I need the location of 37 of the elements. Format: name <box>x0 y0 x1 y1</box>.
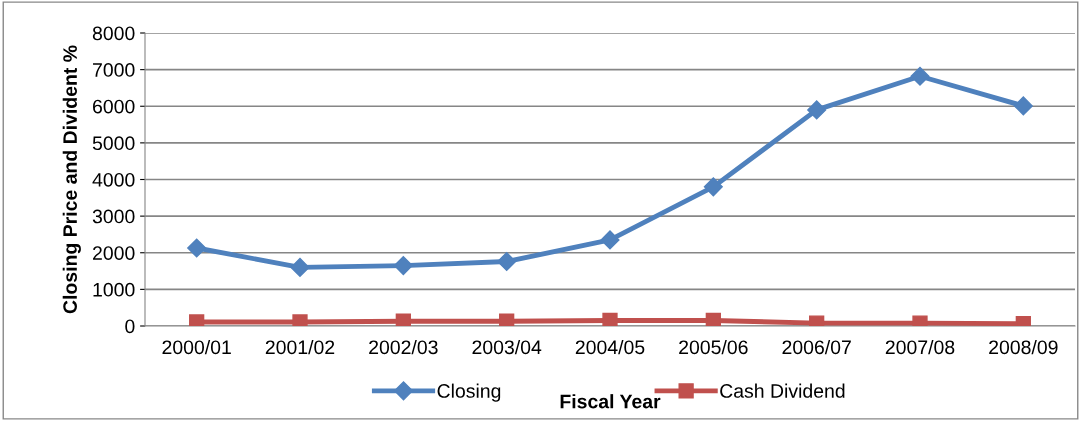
point <box>703 177 723 197</box>
y-axis-title: Closing Price and Divident % <box>62 45 81 314</box>
point <box>290 257 310 277</box>
point <box>187 238 207 258</box>
point <box>705 312 721 326</box>
x-tick-label: 2002/03 <box>369 339 438 355</box>
point <box>910 66 930 86</box>
point <box>1013 96 1033 116</box>
x-tick-label: 2001/02 <box>265 339 335 355</box>
point <box>393 256 413 276</box>
x-tick-label: 2008/09 <box>989 339 1058 355</box>
point <box>497 252 517 272</box>
y-tick-label: 5000 <box>92 136 135 151</box>
x-tick-label: 2003/04 <box>472 339 542 355</box>
point <box>189 314 205 326</box>
x-tick-label: 2005/06 <box>679 339 748 355</box>
point <box>600 230 620 250</box>
x-tick-label: 2006/07 <box>782 339 851 355</box>
point <box>292 314 308 326</box>
y-tick-label: 4000 <box>92 172 135 187</box>
y-tick-label: 3000 <box>92 209 135 224</box>
y-tick-label: 6000 <box>93 99 135 114</box>
y-tick-label: 1000 <box>93 282 135 297</box>
legend-label: Closing <box>437 383 501 402</box>
x-tick-label: 2000/01 <box>162 339 231 355</box>
x-tick-label: 2004/05 <box>575 339 645 355</box>
point <box>602 312 618 326</box>
point <box>395 313 411 326</box>
y-tick-label: 2000 <box>93 246 135 260</box>
y-tick-label: 8000 <box>92 26 135 41</box>
point <box>499 313 515 326</box>
y-tick-label: 7000 <box>93 63 135 77</box>
x-tick-label: 2007/08 <box>885 339 955 355</box>
y-tick-label: 0 <box>125 319 135 334</box>
x-axis-title: Fiscal Year <box>560 394 661 409</box>
legend-label: Cash Dividend <box>720 383 845 398</box>
point <box>807 100 827 120</box>
